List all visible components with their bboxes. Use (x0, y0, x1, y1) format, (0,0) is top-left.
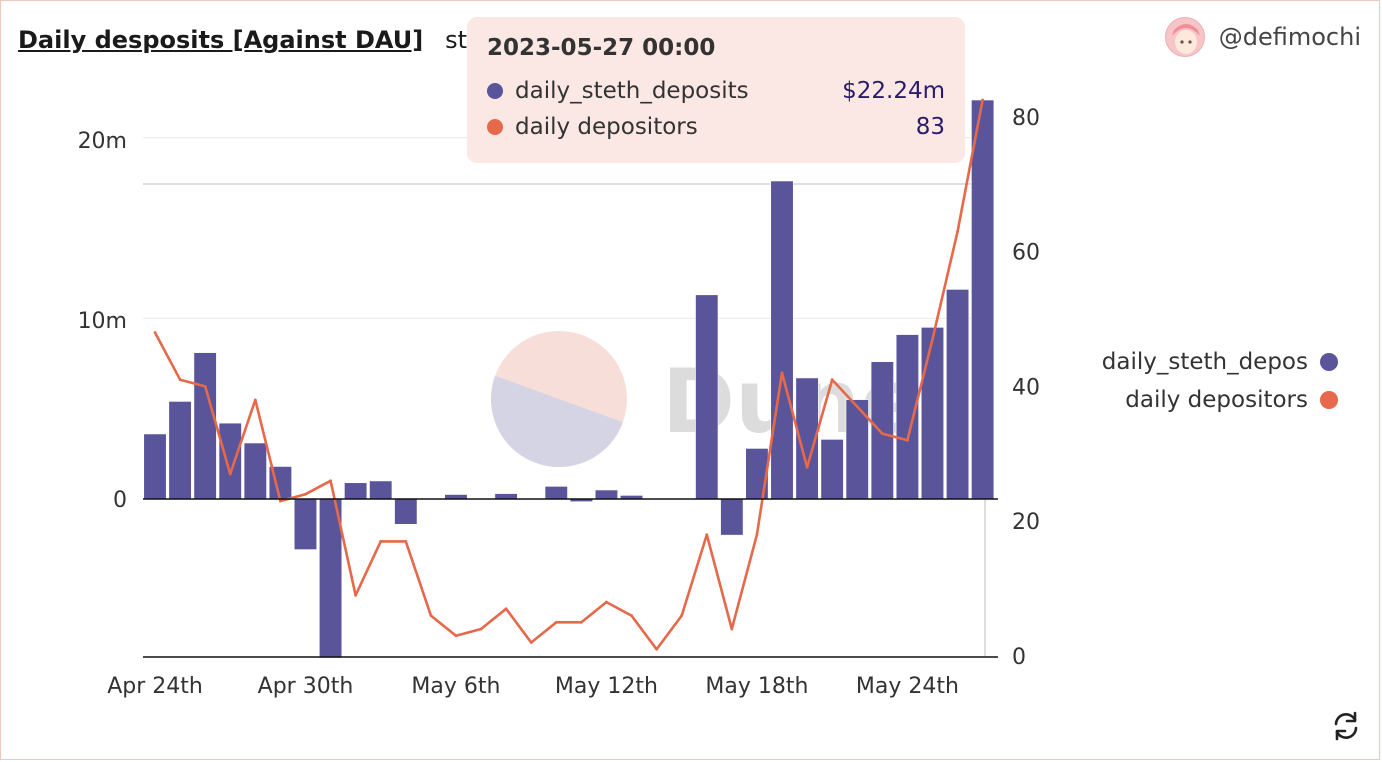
x-tick-label: Apr 30th (258, 674, 354, 699)
y-left-tick-label: 10m (78, 309, 127, 334)
bar-daily-steth-deposits (870, 361, 894, 500)
tooltip-series-value: 83 (915, 114, 945, 140)
tooltip-dot-depositors (487, 119, 503, 135)
chart-tooltip: 2023-05-27 00:00 daily_steth_deposits $2… (467, 17, 965, 163)
bar-daily-steth-deposits (971, 99, 995, 500)
bar-daily-steth-deposits (920, 327, 945, 500)
anime-avatar-icon (1164, 17, 1205, 57)
y-right-tick-label: 40 (1012, 375, 1040, 400)
bar-daily-steth-deposits (143, 433, 167, 500)
tooltip-row-depositors: daily depositors 83 (487, 109, 945, 145)
bar-daily-steth-deposits (820, 439, 844, 500)
x-tick-label: May 12th (555, 674, 658, 699)
bar-daily-steth-deposits (319, 498, 343, 659)
point-daily-depositors (680, 614, 684, 617)
y-right-tick-label: 80 (1012, 106, 1040, 131)
tooltip-row-deposits: daily_steth_deposits $22.24m (487, 73, 945, 109)
y-left-tick-label: 0 (113, 488, 127, 513)
point-daily-depositors (253, 398, 257, 402)
point-daily-depositors (605, 600, 608, 604)
x-tick-label: Apr 24th (107, 674, 203, 699)
point-daily-depositors (956, 229, 959, 233)
point-daily-depositors (203, 385, 207, 388)
point-daily-depositors (429, 614, 433, 617)
point-daily-depositors (504, 607, 508, 611)
author-name: @defimochi (1218, 23, 1361, 51)
bar-daily-steth-deposits (895, 334, 919, 500)
chart-legend: daily_steth_depos daily depositors (1102, 343, 1338, 419)
point-daily-depositors (379, 540, 383, 543)
x-tick-label: May 18th (705, 674, 808, 699)
point-daily-depositors (579, 620, 583, 624)
chart-title[interactable]: Daily desposits [Against DAU] (18, 26, 424, 54)
bar-daily-steth-deposits (594, 489, 618, 500)
bar-daily-steth-deposits (720, 498, 744, 536)
point-daily-depositors (705, 533, 709, 537)
bar-daily-steth-deposits (770, 180, 794, 500)
point-daily-depositors (755, 533, 759, 537)
point-daily-depositors (404, 540, 408, 543)
y-right-tick-label: 0 (1012, 645, 1026, 670)
x-tick-label: May 6th (411, 674, 500, 699)
point-daily-depositors (529, 641, 533, 644)
point-daily-depositors (630, 614, 633, 617)
bar-daily-steth-deposits (394, 498, 418, 525)
point-daily-depositors (454, 634, 458, 638)
point-daily-depositors (981, 98, 985, 102)
bar-daily-steth-deposits (293, 498, 318, 550)
y-right-tick-label: 20 (1012, 510, 1040, 535)
bar-daily-steth-deposits (369, 480, 393, 500)
bar-daily-steth-deposits (946, 289, 970, 500)
tooltip-date: 2023-05-27 00:00 (487, 35, 716, 61)
bar-daily-steth-deposits (218, 422, 242, 500)
point-daily-depositors (730, 627, 734, 631)
point-daily-depositors (228, 472, 232, 476)
tooltip-series-name: daily depositors (515, 114, 698, 140)
point-daily-depositors (304, 492, 307, 496)
bar-daily-steth-deposits (193, 352, 217, 500)
author-badge[interactable]: @defimochi (1164, 17, 1361, 57)
bar-daily-steth-deposits (344, 482, 368, 500)
point-daily-depositors (830, 378, 834, 382)
line-daily-depositors (153, 99, 984, 651)
point-daily-depositors (479, 627, 483, 631)
point-daily-depositors (780, 371, 784, 375)
point-daily-depositors (805, 465, 809, 469)
legend-dot-depositors (1320, 391, 1338, 409)
point-daily-depositors (855, 405, 859, 409)
point-daily-depositors (279, 499, 282, 503)
point-daily-depositors (931, 337, 934, 341)
legend-label: daily depositors (1125, 387, 1308, 413)
point-daily-depositors (880, 432, 884, 435)
x-tick-label: May 24th (856, 674, 959, 699)
watermark-lower-half (491, 375, 623, 467)
point-daily-depositors (906, 438, 909, 442)
tooltip-series-name: daily_steth_deposits (515, 78, 749, 104)
legend-item-deposits[interactable]: daily_steth_depos (1102, 343, 1338, 381)
point-daily-depositors (354, 593, 358, 597)
bar-daily-steth-deposits (168, 401, 192, 500)
y-right-tick-label: 60 (1012, 241, 1040, 266)
point-daily-depositors (554, 620, 558, 624)
legend-dot-deposits (1320, 353, 1338, 371)
bar-daily-steth-deposits (243, 442, 267, 500)
tooltip-series-value: $22.24m (842, 78, 945, 104)
bar-daily-steth-deposits (494, 493, 518, 500)
point-daily-depositors (655, 647, 658, 651)
legend-label: daily_steth_depos (1101, 349, 1308, 375)
point-daily-depositors (329, 479, 332, 483)
point-daily-depositors (153, 331, 157, 334)
refresh-icon[interactable] (1328, 708, 1364, 744)
point-daily-depositors (178, 378, 182, 382)
legend-item-depositors[interactable]: daily depositors (1102, 381, 1338, 419)
tooltip-dot-deposits (487, 83, 503, 99)
bar-daily-steth-deposits (544, 486, 568, 500)
y-left-tick-label: 20m (78, 129, 127, 154)
bar-daily-steth-deposits (695, 294, 719, 500)
